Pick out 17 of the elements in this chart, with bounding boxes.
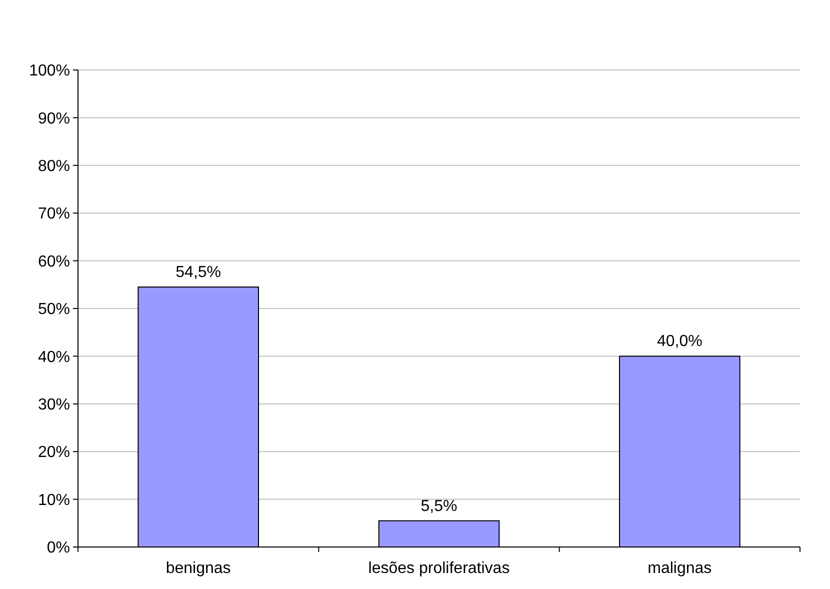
y-tick-label: 30% <box>38 396 70 414</box>
y-tick-label: 90% <box>38 110 70 128</box>
y-tick-label: 20% <box>38 444 70 462</box>
x-tick-label: lesões proliferativas <box>368 560 510 577</box>
data-label: 5,5% <box>420 498 458 515</box>
data-label: 54,5% <box>176 264 222 282</box>
y-tick-label: 100% <box>29 62 70 80</box>
y-tick-label: 10% <box>38 492 70 509</box>
y-tick-label: 0% <box>46 540 70 557</box>
y-tick-label: 40% <box>38 348 70 366</box>
y-tick-label: 60% <box>38 253 70 270</box>
data-label: 40,0% <box>656 333 702 350</box>
x-tick-label: malignas <box>648 560 712 577</box>
x-tick-label: benignas <box>166 560 231 577</box>
y-tick-label: 70% <box>38 206 70 223</box>
y-tick-label: 50% <box>38 301 70 318</box>
y-tick-label: 80% <box>38 158 70 175</box>
